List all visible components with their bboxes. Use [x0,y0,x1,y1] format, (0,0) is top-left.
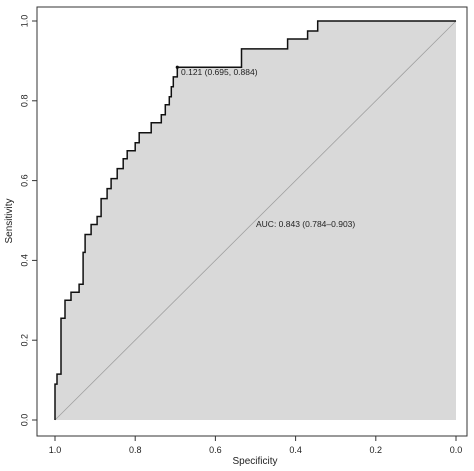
plot-layer [54,20,457,421]
x-tick-label: 0.0 [450,445,463,455]
x-axis-title: Specificity [232,456,277,467]
y-axis: 0.0 0.2 0.4 0.6 0.8 1.0 [19,15,38,427]
x-tick-label: 0.2 [370,445,383,455]
y-tick-label: 1.0 [19,15,29,28]
y-tick-label: 0.8 [19,95,29,108]
x-tick-label: 1.0 [49,445,62,455]
x-tick-label: 0.8 [129,445,142,455]
x-axis: 1.0 0.8 0.6 0.4 0.2 0.0 [49,435,463,455]
y-tick-label: 0.0 [19,414,29,427]
x-tick-label: 0.6 [209,445,222,455]
y-tick-label: 0.2 [19,334,29,347]
threshold-label: 0.121 (0.695, 0.884) [181,67,258,77]
roc-curve [54,20,456,420]
y-axis-title: Sensitivity [4,198,15,243]
reference-diagonal [54,20,457,421]
auc-label: AUC: 0.843 (0.784–0.903) [256,219,355,229]
threshold-point [175,65,179,69]
y-tick-label: 0.4 [19,254,29,267]
x-tick-label: 0.4 [289,445,302,455]
y-tick-label: 0.6 [19,174,29,187]
